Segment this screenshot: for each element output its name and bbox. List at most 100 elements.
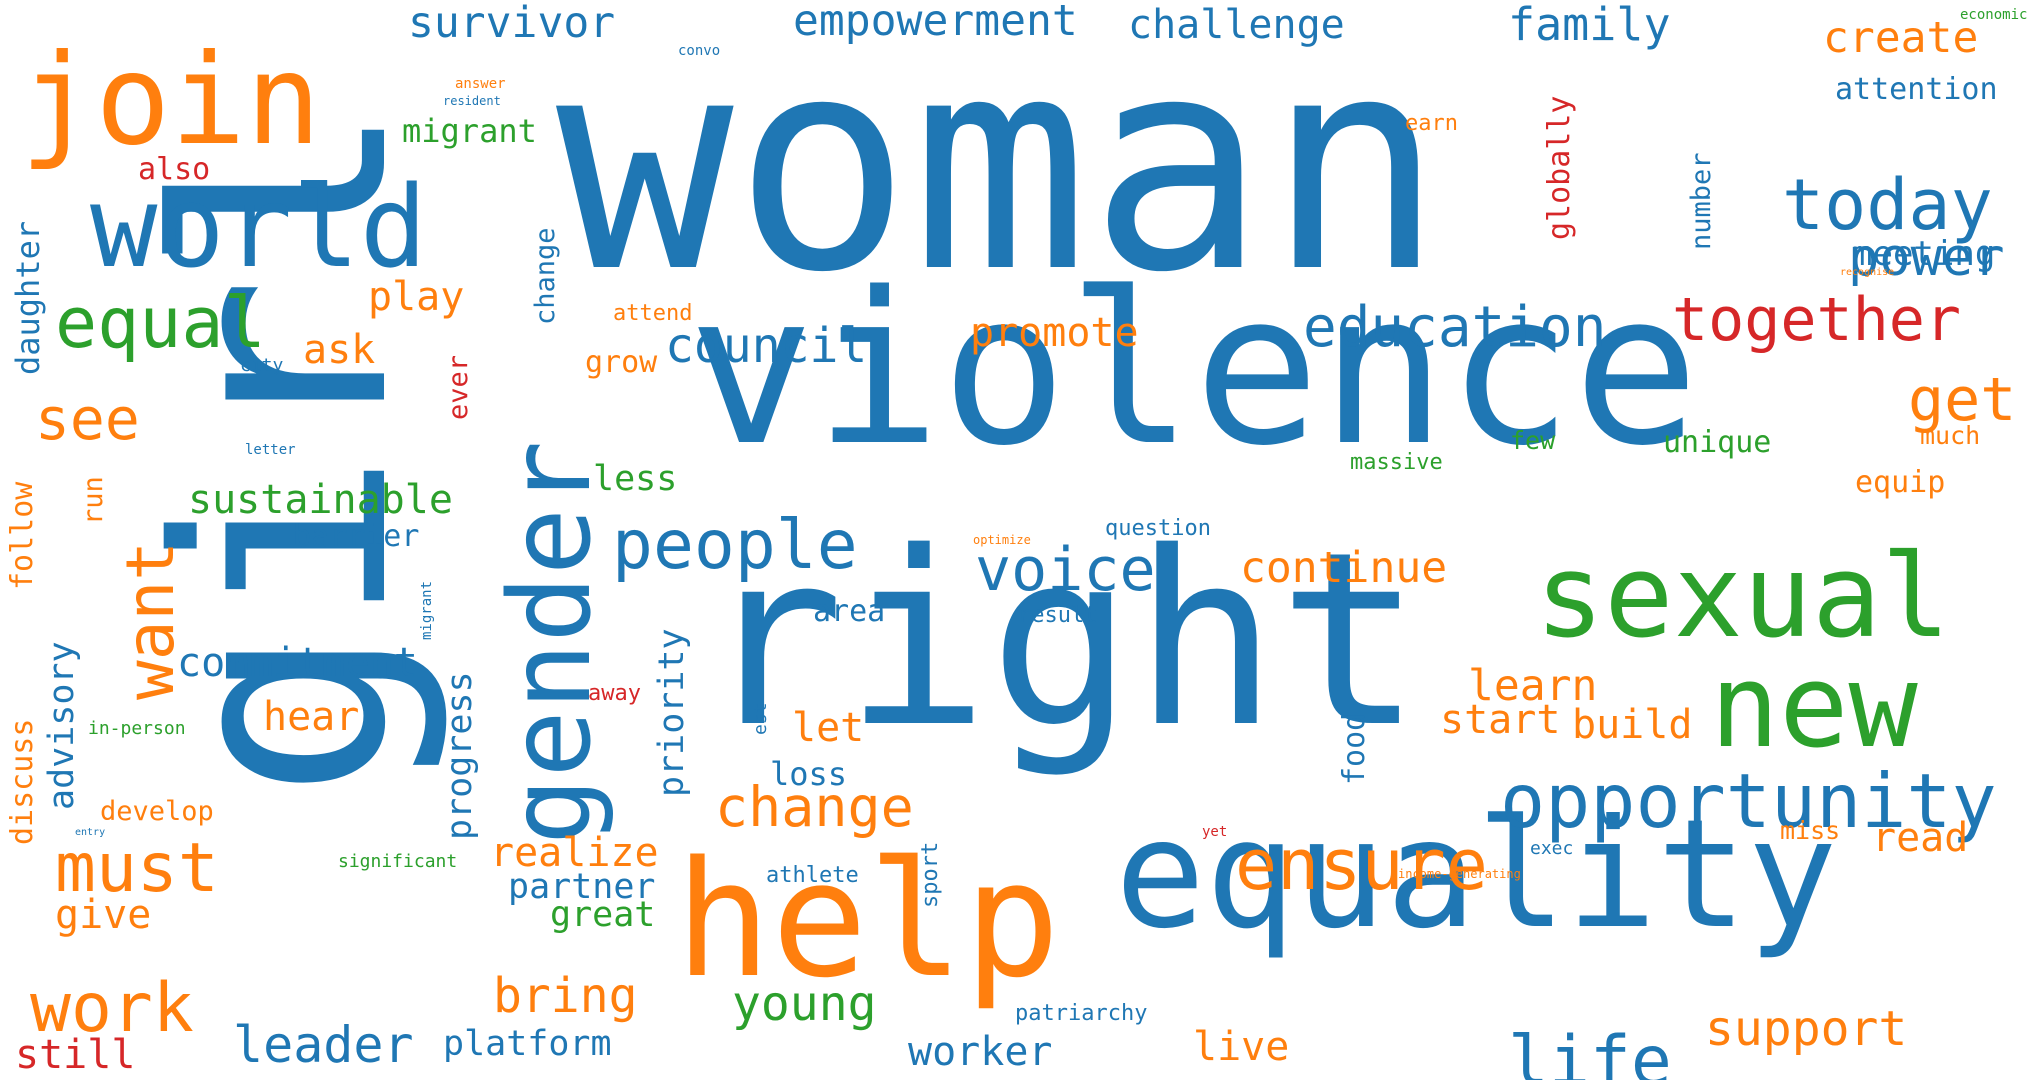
cloud-word: number [1686, 152, 1717, 250]
cloud-word: migrant [419, 580, 435, 640]
cloud-word: in-person [88, 718, 186, 739]
cloud-word: daughter [9, 220, 47, 375]
cloud-word: massive [1350, 450, 1443, 475]
cloud-word: attention [1835, 72, 1998, 107]
cloud-word: discuss [5, 718, 40, 845]
cloud-word: result [1018, 603, 1098, 628]
cloud-word: significant [338, 851, 458, 872]
cloud-word: equal [55, 282, 266, 364]
cloud-word: help [675, 826, 1061, 1013]
cloud-word: food [1337, 712, 1372, 785]
cloud-word: education [1303, 295, 1607, 360]
cloud-word: council [665, 318, 868, 374]
cloud-word: partner [508, 867, 656, 907]
cloud-word: loss [770, 755, 848, 793]
cloud-word: recognise [1840, 267, 1895, 278]
cloud-word: realize [490, 830, 659, 876]
cloud-word: join [20, 28, 322, 173]
cloud-word: sport [918, 841, 943, 908]
cloud-word: priority [652, 628, 692, 797]
cloud-word: barrier [293, 519, 420, 554]
cloud-word: read [1872, 815, 1969, 861]
cloud-word: support [1705, 1001, 1908, 1057]
cloud-word: world [90, 163, 428, 293]
cloud-word: yet [1202, 824, 1228, 840]
cloud-word: optimize [973, 533, 1031, 547]
cloud-word: let [792, 705, 865, 751]
cloud-word: earn [1405, 111, 1458, 136]
cloud-word: worker [908, 1029, 1053, 1075]
cloud-word: leader [233, 1016, 414, 1074]
cloud-word: ever [443, 354, 474, 420]
cloud-word: give [55, 892, 152, 938]
cloud-word: great [550, 895, 656, 935]
cloud-word: see [35, 385, 140, 453]
cloud-word: must [55, 829, 219, 908]
cloud-word: area [813, 594, 886, 629]
cloud-word: globally [1542, 95, 1577, 241]
cloud-word: family [1508, 0, 1671, 51]
cloud-word: commitment [177, 640, 418, 686]
cloud-word: progress [440, 671, 480, 840]
cloud-word: promote [970, 310, 1139, 356]
cloud-word: grow [585, 345, 658, 380]
cloud-word: miss [1780, 816, 1841, 845]
cloud-word: sexual [1535, 530, 1951, 664]
cloud-word: survivor [408, 0, 616, 48]
cloud-word: letter [245, 442, 296, 458]
cloud-word: new [1710, 640, 1918, 774]
cloud-word: work [30, 969, 194, 1048]
cloud-word: change [715, 775, 914, 839]
cloud-word: few [1510, 426, 1556, 455]
cloud-word: patriarchy [1015, 1001, 1148, 1026]
cloud-word: build [1572, 702, 1693, 748]
cloud-word: start [1440, 697, 1561, 743]
cloud-word: change [530, 227, 561, 325]
cloud-word: people [612, 506, 858, 585]
cloud-word: today [1782, 164, 1993, 246]
cloud-word: power [1848, 228, 2005, 288]
cloud-word: opportunity [1500, 757, 1997, 845]
cloud-word: advisory [42, 641, 82, 810]
cloud-word: create [1823, 13, 1979, 63]
cloud-word: convo [678, 43, 721, 59]
cloud-word: want [112, 541, 189, 700]
cloud-word: develop [100, 796, 214, 827]
cloud-word: resident [443, 94, 501, 108]
cloud-word: right [700, 500, 1423, 780]
cloud-word: challenge [1128, 2, 1345, 48]
cloud-word: together [1672, 285, 1961, 355]
cloud-word: young [732, 976, 877, 1032]
cloud-word: woman [556, 0, 1445, 337]
cloud-word: city [240, 355, 284, 376]
cloud-word: equip [1855, 465, 1946, 500]
cloud-word: attend [613, 301, 693, 326]
cloud-word: sustainable [188, 477, 453, 523]
cloud-word: migrant [402, 112, 537, 150]
cloud-word: follow [5, 481, 40, 590]
cloud-word: economic [1960, 7, 2028, 23]
cloud-word: empowerment [793, 0, 1078, 46]
cloud-word: less [593, 459, 678, 499]
cloud-word: still [15, 1032, 136, 1078]
cloud-word: question [1105, 516, 1211, 541]
cloud-word: athlete [766, 863, 859, 888]
cloud-word: platform [443, 1024, 612, 1064]
cloud-word: bring [493, 968, 638, 1024]
cloud-word: play [368, 274, 465, 320]
cloud-word: also [138, 152, 211, 187]
cloud-word: away [588, 681, 641, 706]
cloud-word: ensure [1235, 824, 1488, 906]
cloud-word: violence [688, 247, 1700, 492]
cloud-word: exec [1530, 838, 1574, 859]
cloud-word: learn [1468, 661, 1598, 711]
cloud-word: hear [263, 694, 360, 740]
cloud-word: get [1908, 365, 2017, 435]
cloud-word: life [1508, 1022, 1672, 1080]
cloud-word: run [78, 476, 109, 525]
cloud-word: est [750, 702, 771, 735]
cloud-word: meeting [1852, 234, 1996, 274]
cloud-word: live [1193, 1024, 1290, 1070]
cloud-word: answer [455, 76, 506, 92]
